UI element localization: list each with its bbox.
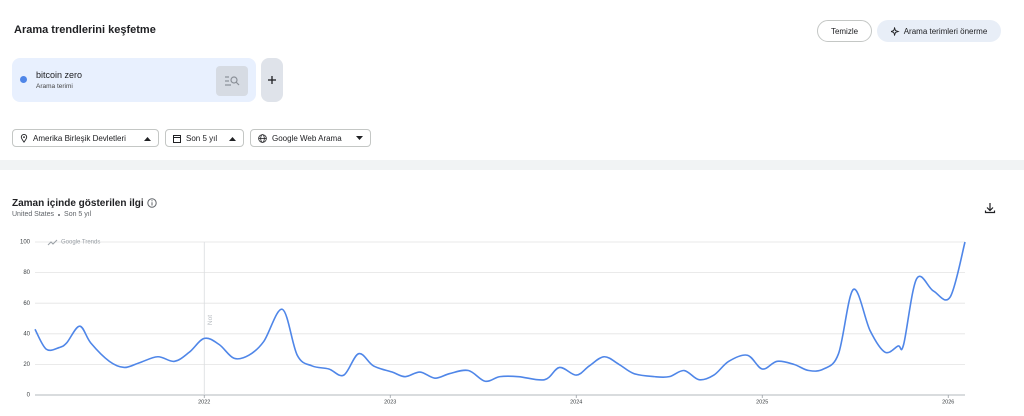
period-filter[interactable]: Son 5 yıl: [165, 129, 244, 147]
y-tick-label: 0: [27, 393, 31, 399]
region-label: Amerika Birleşik Devletleri: [33, 133, 126, 143]
x-tick-label: 2026: [942, 399, 954, 405]
period-label: Son 5 yıl: [186, 133, 218, 143]
period: Son 5 yıl: [64, 211, 92, 218]
y-tick-label: 40: [23, 331, 30, 337]
region-filter[interactable]: Amerika Birleşik Devletleri: [12, 129, 159, 147]
globe-icon: [258, 133, 267, 143]
download-icon[interactable]: [984, 202, 996, 214]
annotation-label: Not: [207, 315, 214, 325]
property-filter[interactable]: Google Web Arama: [250, 129, 371, 147]
clear-button[interactable]: Temizle: [817, 20, 872, 42]
caret: [144, 136, 151, 141]
x-tick-label: 2023: [384, 399, 396, 405]
term-dot: [20, 76, 27, 83]
pin-icon: [20, 133, 28, 143]
plus-glyph: [268, 76, 276, 84]
page-title: Arama trendlerini keşfetme: [14, 24, 156, 36]
y-tick-label: 80: [23, 270, 30, 276]
trend-line: [34, 241, 966, 383]
property-label: Google Web Arama: [272, 133, 342, 143]
watermark: Google Trends: [61, 240, 100, 246]
x-tick-label: 2025: [756, 399, 768, 405]
region: United States: [12, 211, 55, 218]
suggest-button[interactable]: Arama terimleri önerme: [877, 20, 1001, 42]
y-tick-label: 100: [20, 240, 31, 246]
separator-dot: [58, 213, 61, 216]
y-tick-label: 60: [23, 301, 30, 307]
add-term-button[interactable]: [261, 58, 283, 102]
watermark-icon: [47, 239, 58, 246]
term-name: bitcoin zero: [36, 70, 83, 80]
x-tick-label: 2022: [198, 399, 210, 405]
section-subtitle: United States Son 5 yıl: [12, 211, 91, 218]
compare-glyph: [225, 76, 240, 86]
chart: 0 20 40 60 80 100 2022 2023 2024 2025 2026 Not Googl…: [20, 239, 966, 405]
section-title: Zaman içinde gösterilen ilgi: [12, 198, 144, 209]
calendar-icon: [173, 134, 181, 143]
y-tick-label: 20: [23, 362, 30, 368]
search-term-card[interactable]: bitcoin zero Arama terimi: [12, 58, 256, 102]
info-icon[interactable]: [147, 198, 157, 208]
section-divider: [0, 160, 1024, 170]
x-tick-label: 2024: [570, 399, 582, 405]
term-kind: Arama terimi: [36, 83, 73, 90]
caret: [356, 135, 363, 140]
spark-icon: [890, 26, 900, 36]
caret: [229, 136, 236, 141]
compare-icon[interactable]: [216, 66, 248, 96]
suggest-label: Arama terimleri önerme: [903, 26, 988, 36]
